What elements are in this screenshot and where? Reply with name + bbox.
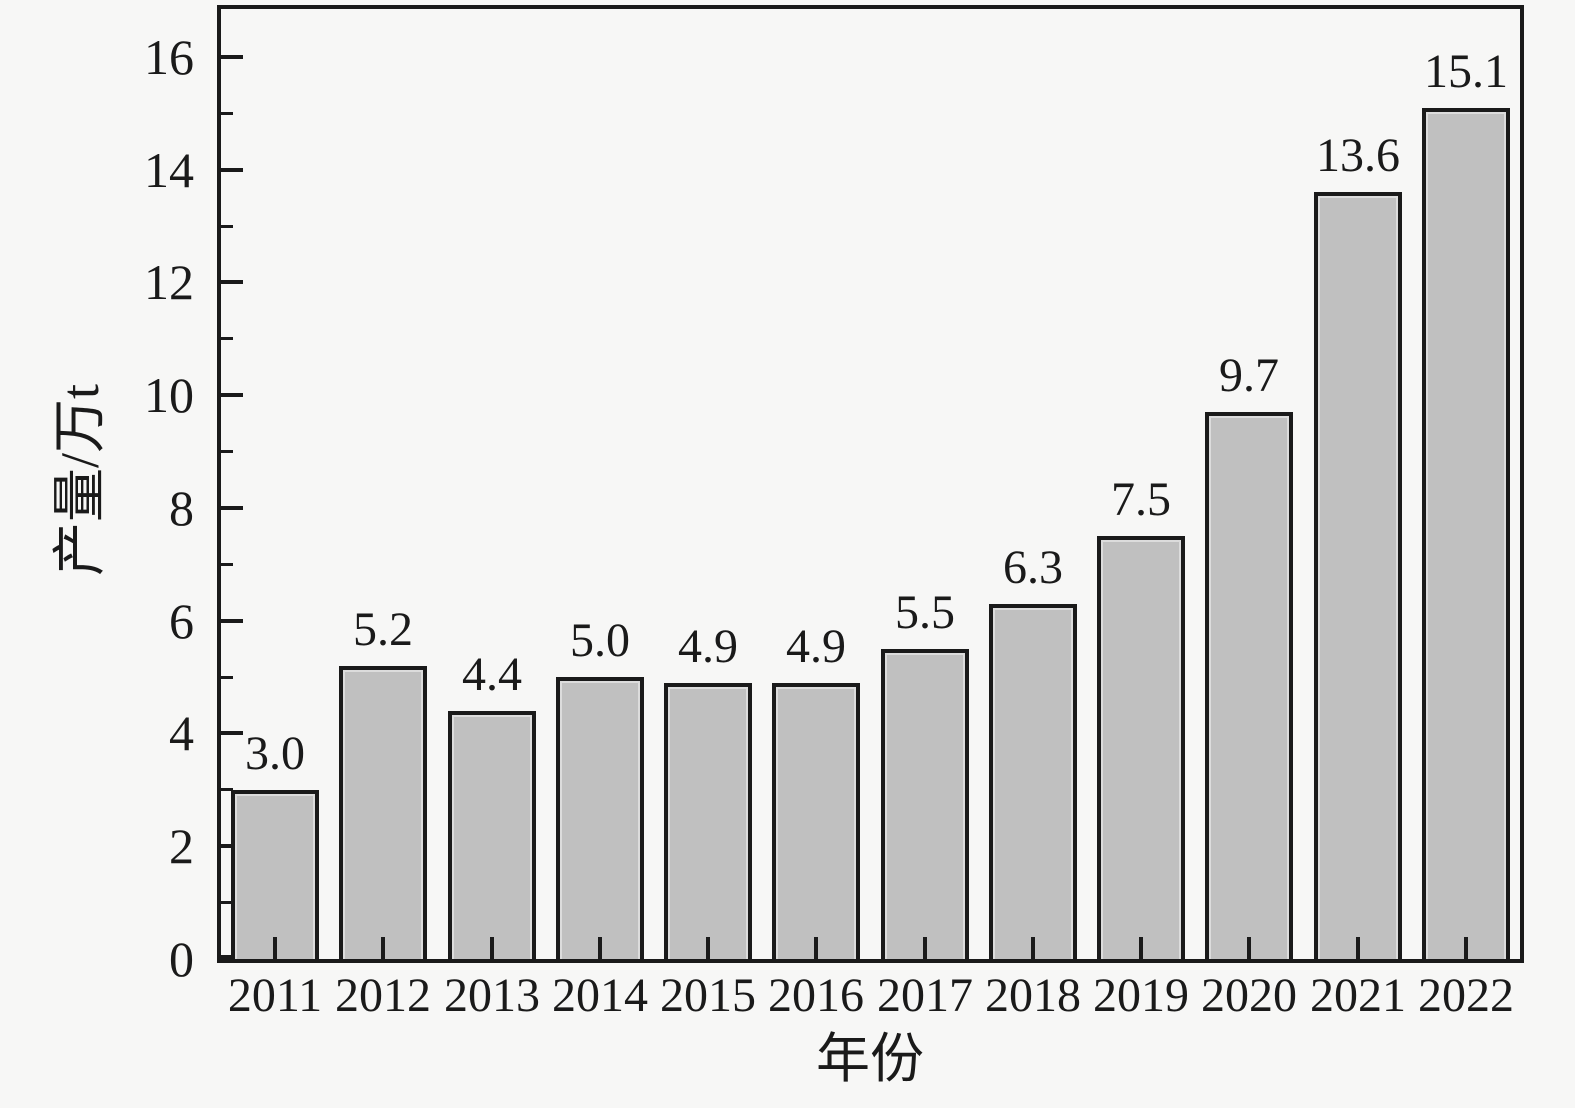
y-axis-minor-tick [221, 676, 233, 679]
bar-value-label: 5.5 [895, 586, 955, 639]
bar-2021 [1314, 192, 1402, 959]
x-axis-tick-label: 2017 [877, 969, 973, 1022]
y-axis-tick-label: 6 [169, 593, 194, 649]
y-axis-minor-tick [221, 112, 233, 115]
plot-area: 3.0 5.2 4.4 5.0 4.9 4.9 5.5 6.3 7.5 9.7 13.6 15.1 [217, 5, 1524, 963]
x-axis-major-tick [1464, 937, 1468, 959]
x-axis-major-tick [814, 937, 818, 959]
x-axis-major-tick [1139, 937, 1143, 959]
bar-value-label: 9.7 [1219, 349, 1279, 402]
x-axis-tick-label: 2021 [1310, 969, 1406, 1022]
y-axis-tick-label: 4 [169, 705, 194, 761]
bar-value-label: 6.3 [1003, 541, 1063, 594]
x-axis-major-tick [381, 937, 385, 959]
x-axis-major-tick [706, 937, 710, 959]
y-axis-minor-tick [221, 225, 233, 228]
y-axis-minor-tick [221, 563, 233, 566]
bar-2017 [881, 649, 969, 959]
y-axis-minor-tick [221, 450, 233, 453]
x-axis-tick-label: 2022 [1418, 969, 1514, 1022]
bar-2020 [1205, 412, 1293, 959]
x-axis-tick-label: 2013 [444, 969, 540, 1022]
y-axis-major-tick [221, 393, 243, 397]
x-axis-tick-label: 2019 [1093, 969, 1189, 1022]
y-axis-tick-label: 16 [144, 29, 194, 85]
bar-value-label: 15.1 [1424, 45, 1508, 98]
x-axis-tick-label: 2012 [335, 969, 431, 1022]
y-axis-minor-tick [221, 788, 233, 791]
y-axis-tick-label: 8 [169, 480, 194, 536]
x-axis-tick-label: 2014 [552, 969, 648, 1022]
bar-2012 [339, 666, 427, 959]
x-axis-major-tick [923, 937, 927, 959]
bar-2015 [664, 683, 752, 959]
y-axis-minor-tick [221, 901, 233, 904]
bar-value-label: 7.5 [1111, 473, 1171, 526]
x-axis-tick-label: 2011 [227, 969, 323, 1022]
bar-value-label: 3.0 [245, 727, 305, 780]
y-axis-major-tick [221, 280, 243, 284]
y-axis-tick-label: 12 [144, 254, 194, 310]
bar-2013 [448, 711, 536, 959]
x-axis-major-tick [1356, 937, 1360, 959]
bar-2018 [989, 604, 1077, 959]
x-axis-major-tick [1247, 937, 1251, 959]
bar-2016 [772, 683, 860, 959]
y-axis-major-tick [221, 168, 243, 172]
x-axis-tick-label: 2016 [768, 969, 864, 1022]
y-axis-minor-tick [221, 337, 233, 340]
bar-value-label: 4.4 [462, 648, 522, 701]
bar-2011 [231, 790, 319, 959]
x-axis-major-tick [598, 937, 602, 959]
y-axis-major-tick [221, 55, 243, 59]
y-axis-tick-label: 10 [144, 367, 194, 423]
bar-value-label: 5.0 [570, 614, 630, 667]
x-axis-tick-label: 2018 [985, 969, 1081, 1022]
x-axis-major-tick [490, 937, 494, 959]
x-axis-major-tick [273, 937, 277, 959]
bar-value-label: 4.9 [786, 620, 846, 673]
y-axis-major-tick [221, 731, 243, 735]
x-axis-tick-label: 2020 [1201, 969, 1297, 1022]
y-axis-major-tick [221, 506, 243, 510]
bar-value-label: 13.6 [1316, 129, 1400, 182]
x-axis-title: 年份 [816, 1029, 924, 1089]
x-axis-tick-label: 2015 [660, 969, 756, 1022]
bar-value-label: 4.9 [678, 620, 738, 673]
y-axis-tick-label: 2 [169, 818, 194, 874]
y-axis-tick-label: 14 [144, 142, 194, 198]
y-axis-tick-label: 0 [169, 931, 194, 987]
bar-value-label: 5.2 [353, 603, 413, 656]
bar-2022 [1422, 108, 1510, 959]
y-axis-major-tick [221, 619, 243, 623]
x-axis-major-tick [1031, 937, 1035, 959]
bar-2019 [1097, 536, 1185, 959]
bar-2014 [556, 677, 644, 959]
